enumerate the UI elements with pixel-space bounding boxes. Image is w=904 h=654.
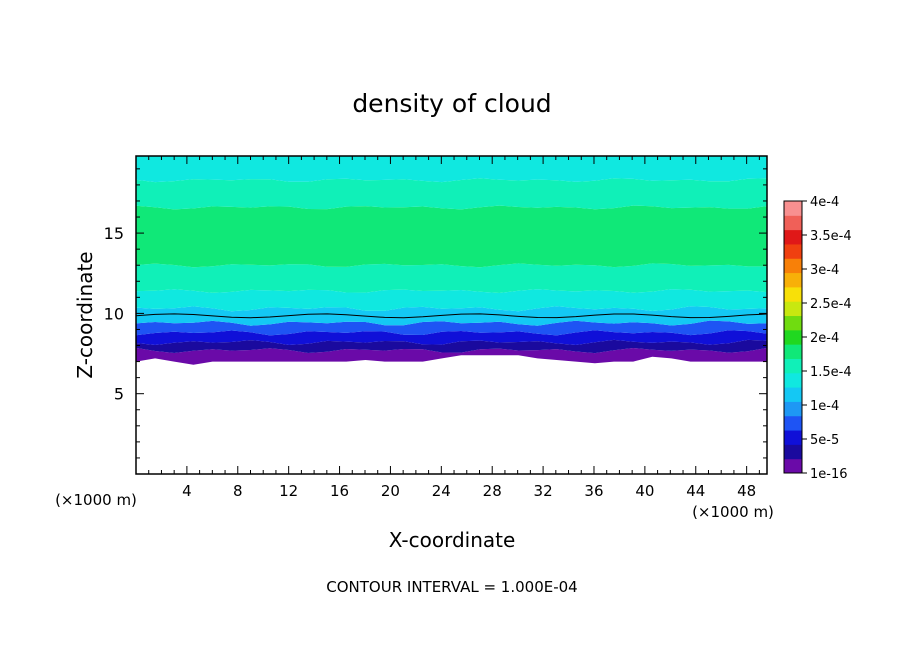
x-tick-label: 12 — [279, 482, 298, 500]
contour-band — [136, 205, 767, 268]
contour-band — [136, 263, 767, 293]
x-tick-label: 40 — [635, 482, 654, 500]
x-unit-right: (×1000 m) — [692, 503, 774, 521]
plot-frame — [135, 155, 768, 475]
colorbar-label: 2.5e-4 — [810, 297, 852, 312]
colorbar-swatch — [784, 272, 802, 288]
contour-band — [136, 330, 767, 345]
colorbar-label: 1e-16 — [810, 467, 848, 482]
colorbar-swatch — [784, 430, 802, 445]
contour-band — [136, 178, 767, 210]
contour-band — [136, 289, 767, 312]
contour-band — [136, 339, 767, 354]
colorbar-swatch — [784, 401, 802, 417]
contour-band — [136, 156, 767, 183]
x-tick-label: 48 — [737, 482, 756, 500]
colorbar-swatch — [784, 201, 802, 216]
contour-interval-note: CONTOUR INTERVAL = 1.000E-04 — [326, 578, 577, 596]
y-axis: 5 10 15 — [104, 168, 767, 459]
colorbar-swatch — [784, 315, 802, 331]
x-axis: 4 8 12 16 20 24 28 32 36 40 44 48 — [148, 156, 760, 500]
colorbar-label: 1e-4 — [810, 399, 839, 414]
colorbar-swatch — [784, 229, 802, 245]
x-unit-left: (×1000 m) — [55, 491, 137, 509]
colorbar-swatch — [784, 301, 802, 317]
y-tick-label: 15 — [104, 224, 124, 243]
x-tick-label: 36 — [584, 482, 603, 500]
colorbar-swatch — [784, 358, 802, 374]
x-tick-label: 28 — [483, 482, 502, 500]
x-tick-label: 20 — [381, 482, 400, 500]
colorbar-swatch — [784, 415, 802, 431]
y-tick-label: 10 — [104, 304, 124, 323]
colorbar-label: 3.5e-4 — [810, 229, 852, 244]
colorbar-swatch — [784, 243, 802, 259]
colorbar-swatch — [784, 215, 802, 231]
colorbar-label: 5e-5 — [810, 433, 839, 448]
colorbar-swatch — [784, 258, 802, 274]
x-tick-label: 44 — [686, 482, 705, 500]
colorbar-swatch — [784, 344, 802, 359]
x-tick-label: 4 — [182, 482, 192, 500]
x-tick-label: 16 — [330, 482, 349, 500]
contour-line — [135, 313, 768, 319]
x-tick-label: 32 — [534, 482, 553, 500]
contour-band — [136, 320, 767, 336]
colorbar-label: 3e-4 — [810, 263, 839, 278]
y-axis-label: Z-coordinate — [73, 251, 97, 378]
colorbar-label: 1.5e-4 — [810, 365, 852, 380]
x-axis-label: X-coordinate — [389, 528, 516, 552]
colorbar: 1e-16 5e-5 1e-4 1.5e-4 2e-4 2.5e-4 3e-4 3.5e-4 4… — [783, 195, 852, 482]
colorbar-swatch — [784, 286, 802, 302]
colorbar-swatch — [784, 387, 802, 402]
colorbar-label: 4e-4 — [810, 195, 839, 210]
colorbar-swatch — [784, 444, 802, 460]
plot-area — [135, 155, 768, 475]
x-tick-label: 8 — [233, 482, 243, 500]
chart-title: density of cloud — [352, 89, 551, 118]
colorbar-swatch — [784, 329, 802, 345]
contour-band — [136, 347, 767, 365]
contour-band — [136, 306, 767, 326]
y-tick-label: 5 — [114, 385, 124, 404]
colorbar-swatch — [784, 458, 802, 474]
x-tick-label: 24 — [432, 482, 451, 500]
colorbar-swatch — [784, 372, 802, 388]
colorbar-label: 2e-4 — [810, 331, 839, 346]
